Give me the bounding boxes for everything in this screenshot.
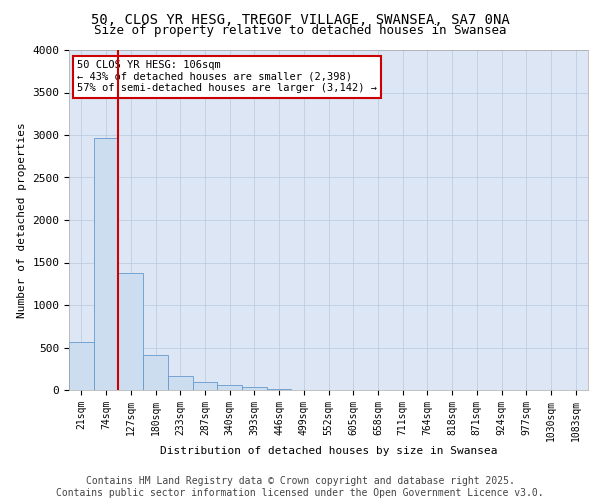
Bar (94, 138, 118, 390)
Bar (217, 386, 242, 390)
Bar (143, 354, 168, 390)
Bar (242, 386, 267, 390)
Bar (267, 388, 292, 390)
Text: 50 CLOS YR HESG: 106sqm
← 43% of detached houses are smaller (2,398)
57% of semi: 50 CLOS YR HESG: 106sqm ← 43% of detache… (77, 60, 377, 94)
Bar (193, 382, 217, 390)
Bar (69, 342, 94, 390)
Text: 50, CLOS YR HESG, TREGOF VILLAGE, SWANSEA, SA7 0NA: 50, CLOS YR HESG, TREGOF VILLAGE, SWANSE… (91, 12, 509, 26)
Bar (118, 272, 143, 390)
Text: Size of property relative to detached houses in Swansea: Size of property relative to detached ho… (94, 24, 506, 37)
X-axis label: Distribution of detached houses by size in Swansea: Distribution of detached houses by size … (160, 446, 497, 456)
Y-axis label: Number of detached properties: Number of detached properties (17, 122, 27, 318)
Text: Contains HM Land Registry data © Crown copyright and database right 2025.
Contai: Contains HM Land Registry data © Crown c… (56, 476, 544, 498)
Bar (168, 376, 193, 390)
